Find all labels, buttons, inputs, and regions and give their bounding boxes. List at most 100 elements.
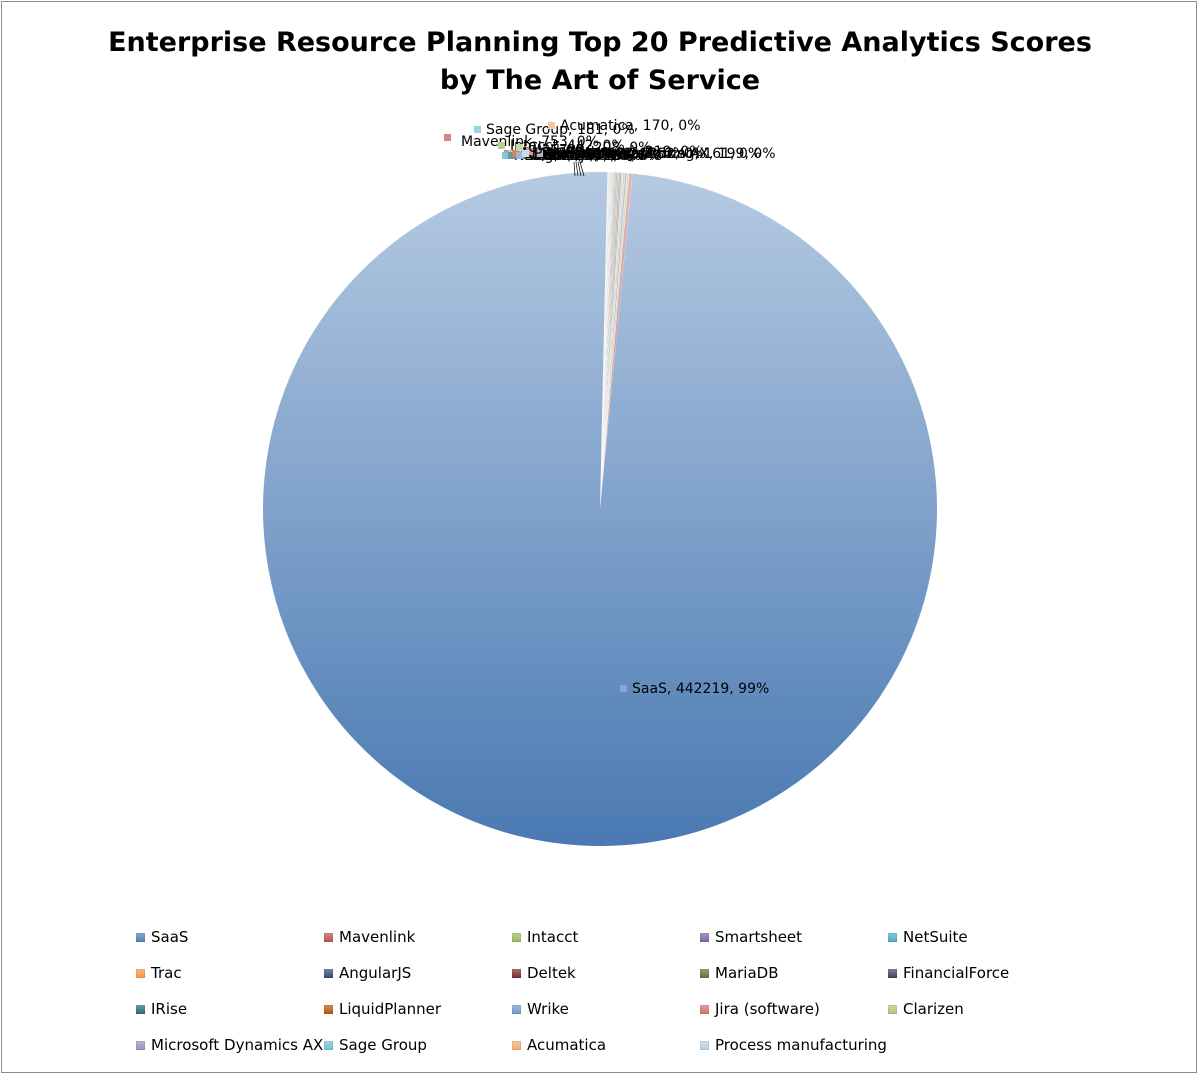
data-label-text: AngularJS, 320, 0% [526,148,660,164]
data-label-clarizen: Clarizen, 208, 0% [516,140,651,156]
data-label-wrike: Wrike, 230, 0% [516,148,634,164]
legend-item-deltek: Deltek [512,961,700,985]
legend-item-mariadb: MariaDB [700,961,888,985]
legend-item-financialforce: FinancialForce [888,961,1076,985]
pie-data-labels: SaaS, 442219, 99%Mavenlink, 753, 0%Intac… [444,118,776,697]
data-label-mavenlink: Mavenlink, 753, 0% [444,134,599,150]
data-label-text: NetSuite, 357, 0% [514,148,641,164]
legend-swatch [512,968,521,978]
legend-label: Microsoft Dynamics AX [151,1036,324,1054]
data-label-microsoft-dynamics-ax: Microsoft Dynamics AX, 199, 0% [536,146,776,162]
data-label-marker [526,148,533,155]
pie-chart: SaaS, 442219, 99%Mavenlink, 753, 0%Intac… [263,118,938,846]
data-label-marker [512,150,519,157]
data-label-sage-group: Sage Group, 181, 0% [474,122,635,138]
legend-swatch [512,1004,521,1014]
legend-swatch [700,1004,709,1014]
legend-label: Trac [151,964,182,982]
data-label-text: MariaDB, 284, 0% [536,148,662,164]
legend-item-mavenlink: Mavenlink [324,925,512,949]
chart-title-line-1: Enterprise Resource Planning Top 20 Pred… [108,27,1092,58]
leader-line [573,161,576,177]
legend-item-liquidplanner: LiquidPlanner [324,997,512,1021]
data-label-marker [536,150,543,157]
data-label-text: Microsoft Dynamics AX, 199, 0% [548,146,776,162]
data-label-saas: SaaS, 442219, 99% [620,681,769,697]
chart-title-line-2: by The Art of Service [439,65,761,96]
data-label-text: Acumatica, 170, 0% [560,118,701,134]
legend-swatch [700,1040,709,1050]
data-label-text: LiquidPlanner, 241, 0% [524,146,686,162]
legend-item-process-manufacturing: Process manufacturing [700,1033,888,1057]
pie-slices [263,171,938,846]
legend-swatch [888,1004,897,1014]
legend-swatch [888,968,897,978]
legend-swatch [136,968,145,978]
data-label-jira-software: Jira (software), 219, 0% [526,144,703,160]
data-label-marker [502,152,509,159]
legend-swatch [888,932,897,942]
legend-swatch [324,1040,333,1050]
data-label-text: Trac, 335, 0% [519,146,615,162]
legend-swatch [324,968,333,978]
legend-swatch [136,1040,145,1050]
data-label-irise: IRise, 250, 0% [508,148,620,164]
legend-label: SaaS [151,928,189,946]
legend-item-acumatica: Acumatica [512,1033,700,1057]
chart-legend: SaaS Mavenlink Intacct Smartsheet NetSuite Tr… [136,925,1136,1057]
data-label-text: Wrike, 230, 0% [528,148,634,164]
data-label-liquidplanner: LiquidPlanner, 241, 0% [512,146,686,162]
data-label-marker [516,144,523,151]
legend-label: IRise [151,1000,188,1018]
data-label-text: Mavenlink, 753, 0% [461,134,599,150]
data-label-marker [548,122,555,129]
legend-item-irise: IRise [136,997,324,1021]
data-label-text: Sage Group, 181, 0% [486,122,635,138]
legend-label: AngularJS [339,964,412,982]
legend-item-saas: SaaS [136,925,324,949]
legend-label: Smartsheet [715,928,803,946]
data-label-text: FinancialForce, 262, 0% [540,146,706,162]
data-label-text: Deltek, 301, 0% [532,148,644,164]
legend-swatch [512,932,521,942]
data-label-netsuite: NetSuite, 357, 0% [502,148,641,164]
legend-label: Clarizen [903,1000,964,1018]
data-label-marker [516,152,523,159]
legend-label: Jira (software) [715,1000,820,1018]
legend-item-trac: Trac [136,961,324,985]
legend-label: Deltek [527,964,576,982]
legend-item-clarizen: Clarizen [888,997,1076,1021]
legend-item-wrike: Wrike [512,997,700,1021]
data-label-text: Clarizen, 208, 0% [528,140,651,156]
data-label-text: Smartsheet, 402, 0% [516,146,664,162]
legend-item-netsuite: NetSuite [888,925,1076,949]
legend-swatch [324,932,333,942]
data-label-marker [508,152,515,159]
legend-item-sage-group: Sage Group [324,1033,512,1057]
legend-item-smartsheet: Smartsheet [700,925,888,949]
leader-line [579,161,585,177]
legend-label: Acumatica [527,1036,607,1054]
data-label-marker [444,134,451,141]
legend-swatch [512,1040,521,1050]
legend-label: MariaDB [715,964,779,982]
legend-label: Mavenlink [339,928,416,946]
legend-label: Process manufacturing [715,1036,887,1054]
legend-swatch [136,932,145,942]
leader-line [575,161,579,177]
data-label-marker [522,150,529,157]
legend-item-angularjs: AngularJS [324,961,512,985]
data-label-text: SaaS, 442219, 99% [632,681,769,697]
legend-item-jira-software: Jira (software) [700,997,888,1021]
pie-slice-mavenlink [599,173,633,510]
legend-label: Intacct [527,928,579,946]
pie-slice-saas [263,171,938,846]
data-label-marker [498,142,505,149]
data-label-marker [474,126,481,133]
data-label-acumatica: Acumatica, 170, 0% [548,118,701,134]
data-label-text: Process manufacturing, 161, 0% [534,146,761,162]
legend-item-intacct: Intacct [512,925,700,949]
legend-label: FinancialForce [903,964,1010,982]
legend-item-microsoft-dynamics-ax: Microsoft Dynamics AX [136,1033,324,1057]
legend-swatch [136,1004,145,1014]
